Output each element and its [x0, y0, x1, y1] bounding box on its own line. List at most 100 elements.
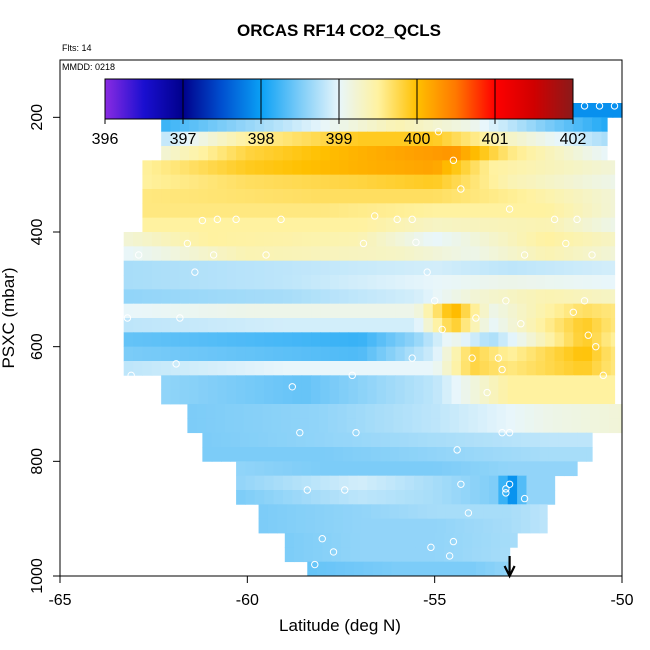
heatmap-cell	[593, 103, 604, 118]
heatmap-row	[142, 203, 616, 219]
sample-point	[517, 320, 525, 328]
heatmap-cell	[496, 404, 507, 419]
heatmap-cell	[339, 160, 350, 176]
heatmap-cell	[460, 289, 471, 305]
heatmap-cell	[151, 275, 162, 290]
heatmap-cell	[282, 160, 293, 176]
heatmap-cell	[414, 160, 425, 176]
heatmap-cell	[432, 475, 443, 491]
sample-point	[232, 215, 240, 224]
heatmap-cell	[254, 246, 265, 262]
heatmap-cell	[511, 504, 522, 520]
heatmap-cell	[507, 303, 518, 319]
heatmap-cell	[142, 361, 153, 376]
heatmap-cell	[339, 131, 350, 147]
heatmap-cell	[599, 418, 610, 434]
heatmap-cell	[221, 447, 232, 462]
heatmap-cell	[395, 346, 406, 362]
heatmap-cell	[239, 447, 250, 462]
heatmap-cell	[170, 189, 181, 204]
heatmap-cell	[535, 318, 546, 333]
heatmap-cell	[273, 389, 284, 405]
heatmap-cell	[226, 232, 237, 247]
heatmap-cell	[460, 203, 471, 219]
heatmap-cell	[415, 547, 426, 563]
heatmap-cell	[254, 217, 265, 233]
heatmap-cell	[451, 361, 462, 376]
heatmap-cell	[311, 146, 321, 161]
heatmap-cell	[414, 203, 425, 219]
heatmap-cell	[161, 160, 172, 176]
heatmap-cell	[151, 289, 162, 305]
heatmap-cell	[470, 246, 481, 262]
heatmap-cell	[460, 146, 471, 161]
heatmap-cell	[545, 146, 556, 161]
heatmap-cell	[320, 232, 331, 247]
heatmap-cell	[224, 404, 235, 419]
heatmap-cell	[408, 504, 419, 520]
heatmap-cell	[423, 275, 434, 290]
heatmap-cell	[442, 461, 453, 477]
heatmap-cell	[312, 533, 323, 548]
heatmap-cell	[417, 518, 428, 534]
heatmap-cell	[425, 547, 436, 563]
heatmap-cell	[526, 189, 537, 204]
heatmap-cell	[123, 246, 134, 262]
heatmap-cell	[254, 131, 265, 147]
heatmap-cell	[526, 303, 537, 319]
heatmap-cell	[404, 490, 415, 505]
heatmap-cell	[348, 289, 359, 305]
heatmap-cell	[292, 203, 303, 219]
heatmap-cell	[610, 217, 616, 233]
heatmap-cell	[432, 332, 443, 348]
heatmap-cell	[427, 504, 438, 520]
heatmap-cell	[404, 361, 415, 376]
heatmap-cell	[161, 117, 172, 133]
heatmap-row	[123, 275, 616, 290]
heatmap-cell	[567, 447, 578, 462]
heatmap-cell	[226, 318, 237, 333]
heatmap-cell	[329, 232, 340, 247]
heatmap-cell	[271, 404, 282, 419]
heatmap-cell	[498, 131, 509, 147]
heatmap-cell	[339, 490, 350, 505]
heatmap-cell	[592, 117, 602, 133]
heatmap-cell	[451, 217, 462, 233]
heatmap-cell	[395, 146, 406, 161]
heatmap-cell	[562, 418, 573, 434]
heatmap-cell	[498, 303, 509, 319]
heatmap-cell	[329, 275, 340, 290]
heatmap-cell	[380, 447, 391, 462]
sample-point	[468, 354, 476, 362]
heatmap-cell	[414, 189, 425, 204]
heatmap-cell	[389, 504, 400, 520]
heatmap-cell	[554, 318, 565, 333]
heatmap-cell	[367, 361, 378, 376]
heatmap-cell	[142, 174, 153, 190]
heatmap-cell	[442, 289, 453, 305]
heatmap-cell	[451, 260, 462, 276]
y-tick-label: 400	[29, 219, 46, 246]
heatmap-cell	[318, 418, 329, 434]
heatmap-cell	[502, 504, 513, 520]
heatmap-cell	[432, 189, 443, 204]
heatmap-cell	[442, 131, 453, 147]
heatmap-cell	[477, 418, 488, 434]
heatmap-row	[202, 447, 593, 462]
heatmap-cell	[385, 131, 396, 147]
heatmap-cell	[563, 232, 574, 247]
heatmap-cell	[498, 346, 509, 362]
heatmap-cell	[524, 418, 535, 434]
heatmap-cell	[582, 318, 593, 333]
heatmap-cell	[423, 318, 434, 333]
heatmap-cell	[226, 275, 237, 290]
sample-point	[183, 239, 192, 248]
heatmap-cell	[554, 117, 565, 133]
heatmap-cell	[311, 246, 321, 262]
heatmap-cell	[314, 518, 325, 534]
heatmap-cell	[535, 289, 546, 305]
heatmap-cell	[601, 318, 612, 333]
heatmap-cell	[207, 332, 218, 348]
sample-point	[191, 268, 199, 276]
heatmap-cell	[449, 418, 460, 434]
